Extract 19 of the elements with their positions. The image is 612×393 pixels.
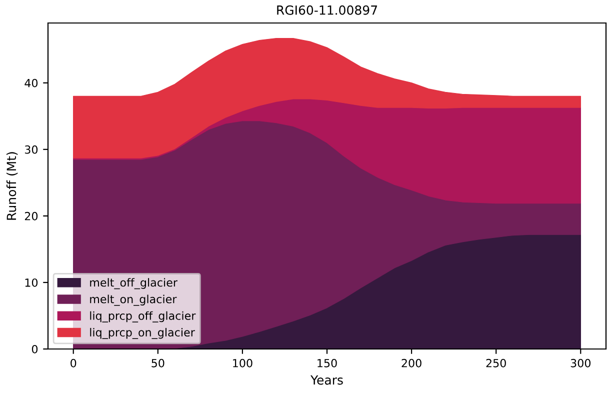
y-tick-label: 30 xyxy=(24,145,38,154)
y-tick-label: 10 xyxy=(25,278,38,287)
legend-label: liq_prcp_on_glacier xyxy=(90,328,195,339)
y-tick-label: 20 xyxy=(24,212,38,220)
legend-label: melt_on_glacier xyxy=(90,294,177,306)
x-tick-label: 50 xyxy=(152,358,164,368)
x-tick-label: 100 xyxy=(233,358,252,368)
legend-label: liq_prcp_off_glacier xyxy=(90,311,196,322)
y-tick-label: 0 xyxy=(32,344,38,354)
x-tick-label: 250 xyxy=(486,358,506,368)
x-tick-label: 0 xyxy=(70,358,76,368)
y-axis-title: Runoff (Mt) xyxy=(6,152,18,220)
x-tick-label: 300 xyxy=(570,358,590,368)
x-axis-title: Years xyxy=(310,375,343,385)
x-tick-label: 200 xyxy=(402,358,422,368)
y-tick-label: 40 xyxy=(24,78,38,88)
x-tick-label: 150 xyxy=(318,358,337,368)
legend-label: melt_off_glacier xyxy=(90,278,178,290)
chart-title: RGI60-11.00897 xyxy=(277,5,377,15)
